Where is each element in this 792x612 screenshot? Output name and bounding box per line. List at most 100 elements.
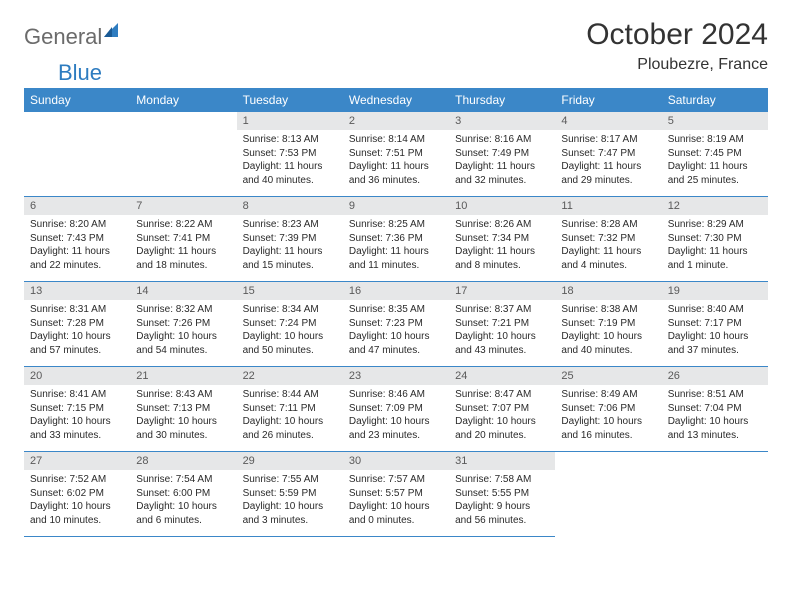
day-details: Sunrise: 7:54 AMSunset: 6:00 PMDaylight:… <box>130 470 236 531</box>
day-number: 31 <box>449 452 555 470</box>
calendar-day-cell: 7Sunrise: 8:22 AMSunset: 7:41 PMDaylight… <box>130 197 236 282</box>
calendar-table: SundayMondayTuesdayWednesdayThursdayFrid… <box>24 88 768 537</box>
day-number: 29 <box>237 452 343 470</box>
day-details: Sunrise: 8:51 AMSunset: 7:04 PMDaylight:… <box>662 385 768 446</box>
calendar-day-cell: 2Sunrise: 8:14 AMSunset: 7:51 PMDaylight… <box>343 112 449 197</box>
logo: General <box>24 24 122 50</box>
calendar-day-cell: 10Sunrise: 8:26 AMSunset: 7:34 PMDayligh… <box>449 197 555 282</box>
calendar-day-cell: 23Sunrise: 8:46 AMSunset: 7:09 PMDayligh… <box>343 367 449 452</box>
day-details: Sunrise: 8:16 AMSunset: 7:49 PMDaylight:… <box>449 130 555 191</box>
calendar-day-cell: 26Sunrise: 8:51 AMSunset: 7:04 PMDayligh… <box>662 367 768 452</box>
calendar-day-cell <box>555 452 661 537</box>
calendar-day-cell: 6Sunrise: 8:20 AMSunset: 7:43 PMDaylight… <box>24 197 130 282</box>
weekday-header: Sunday <box>24 88 130 112</box>
weekday-header: Tuesday <box>237 88 343 112</box>
day-number: 8 <box>237 197 343 215</box>
calendar-day-cell: 29Sunrise: 7:55 AMSunset: 5:59 PMDayligh… <box>237 452 343 537</box>
day-details: Sunrise: 8:37 AMSunset: 7:21 PMDaylight:… <box>449 300 555 361</box>
day-number: 3 <box>449 112 555 130</box>
calendar-week: 6Sunrise: 8:20 AMSunset: 7:43 PMDaylight… <box>24 197 768 282</box>
weekday-header: Friday <box>555 88 661 112</box>
calendar-week: 27Sunrise: 7:52 AMSunset: 6:02 PMDayligh… <box>24 452 768 537</box>
day-number: 26 <box>662 367 768 385</box>
day-details: Sunrise: 8:23 AMSunset: 7:39 PMDaylight:… <box>237 215 343 276</box>
day-details: Sunrise: 7:58 AMSunset: 5:55 PMDaylight:… <box>449 470 555 531</box>
day-details: Sunrise: 8:14 AMSunset: 7:51 PMDaylight:… <box>343 130 449 191</box>
day-number: 1 <box>237 112 343 130</box>
calendar-day-cell: 21Sunrise: 8:43 AMSunset: 7:13 PMDayligh… <box>130 367 236 452</box>
day-details: Sunrise: 8:46 AMSunset: 7:09 PMDaylight:… <box>343 385 449 446</box>
day-number: 15 <box>237 282 343 300</box>
month-title: October 2024 <box>586 18 768 52</box>
day-number: 22 <box>237 367 343 385</box>
calendar-day-cell: 14Sunrise: 8:32 AMSunset: 7:26 PMDayligh… <box>130 282 236 367</box>
calendar-day-cell: 11Sunrise: 8:28 AMSunset: 7:32 PMDayligh… <box>555 197 661 282</box>
day-number: 24 <box>449 367 555 385</box>
calendar-day-cell <box>130 112 236 197</box>
day-number: 7 <box>130 197 236 215</box>
calendar-day-cell: 4Sunrise: 8:17 AMSunset: 7:47 PMDaylight… <box>555 112 661 197</box>
day-details: Sunrise: 8:38 AMSunset: 7:19 PMDaylight:… <box>555 300 661 361</box>
calendar-page: General October 2024 Ploubezre, France B… <box>0 0 792 555</box>
day-details: Sunrise: 8:19 AMSunset: 7:45 PMDaylight:… <box>662 130 768 191</box>
calendar-day-cell: 8Sunrise: 8:23 AMSunset: 7:39 PMDaylight… <box>237 197 343 282</box>
calendar-week: 13Sunrise: 8:31 AMSunset: 7:28 PMDayligh… <box>24 282 768 367</box>
day-details: Sunrise: 8:41 AMSunset: 7:15 PMDaylight:… <box>24 385 130 446</box>
day-number: 4 <box>555 112 661 130</box>
day-number: 13 <box>24 282 130 300</box>
day-details: Sunrise: 8:13 AMSunset: 7:53 PMDaylight:… <box>237 130 343 191</box>
day-details: Sunrise: 8:20 AMSunset: 7:43 PMDaylight:… <box>24 215 130 276</box>
day-number: 12 <box>662 197 768 215</box>
day-details: Sunrise: 7:55 AMSunset: 5:59 PMDaylight:… <box>237 470 343 531</box>
day-number: 28 <box>130 452 236 470</box>
day-details: Sunrise: 8:43 AMSunset: 7:13 PMDaylight:… <box>130 385 236 446</box>
calendar-day-cell: 17Sunrise: 8:37 AMSunset: 7:21 PMDayligh… <box>449 282 555 367</box>
day-number: 11 <box>555 197 661 215</box>
day-details: Sunrise: 8:47 AMSunset: 7:07 PMDaylight:… <box>449 385 555 446</box>
day-number: 2 <box>343 112 449 130</box>
calendar-day-cell: 3Sunrise: 8:16 AMSunset: 7:49 PMDaylight… <box>449 112 555 197</box>
calendar-day-cell: 5Sunrise: 8:19 AMSunset: 7:45 PMDaylight… <box>662 112 768 197</box>
calendar-body: 1Sunrise: 8:13 AMSunset: 7:53 PMDaylight… <box>24 112 768 537</box>
logo-sail-icon <box>102 21 120 39</box>
day-number: 25 <box>555 367 661 385</box>
day-number: 20 <box>24 367 130 385</box>
day-number: 9 <box>343 197 449 215</box>
calendar-day-cell: 18Sunrise: 8:38 AMSunset: 7:19 PMDayligh… <box>555 282 661 367</box>
day-details: Sunrise: 7:57 AMSunset: 5:57 PMDaylight:… <box>343 470 449 531</box>
calendar-day-cell: 28Sunrise: 7:54 AMSunset: 6:00 PMDayligh… <box>130 452 236 537</box>
day-number: 23 <box>343 367 449 385</box>
day-details: Sunrise: 8:34 AMSunset: 7:24 PMDaylight:… <box>237 300 343 361</box>
calendar-week: 20Sunrise: 8:41 AMSunset: 7:15 PMDayligh… <box>24 367 768 452</box>
calendar-week: 1Sunrise: 8:13 AMSunset: 7:53 PMDaylight… <box>24 112 768 197</box>
day-number: 21 <box>130 367 236 385</box>
calendar-day-cell: 1Sunrise: 8:13 AMSunset: 7:53 PMDaylight… <box>237 112 343 197</box>
calendar-day-cell: 31Sunrise: 7:58 AMSunset: 5:55 PMDayligh… <box>449 452 555 537</box>
weekday-header: Thursday <box>449 88 555 112</box>
calendar-day-cell: 19Sunrise: 8:40 AMSunset: 7:17 PMDayligh… <box>662 282 768 367</box>
day-details: Sunrise: 8:26 AMSunset: 7:34 PMDaylight:… <box>449 215 555 276</box>
calendar-day-cell: 13Sunrise: 8:31 AMSunset: 7:28 PMDayligh… <box>24 282 130 367</box>
day-details: Sunrise: 8:49 AMSunset: 7:06 PMDaylight:… <box>555 385 661 446</box>
calendar-day-cell: 20Sunrise: 8:41 AMSunset: 7:15 PMDayligh… <box>24 367 130 452</box>
calendar-day-cell: 22Sunrise: 8:44 AMSunset: 7:11 PMDayligh… <box>237 367 343 452</box>
day-details: Sunrise: 8:25 AMSunset: 7:36 PMDaylight:… <box>343 215 449 276</box>
day-details: Sunrise: 8:22 AMSunset: 7:41 PMDaylight:… <box>130 215 236 276</box>
day-details: Sunrise: 7:52 AMSunset: 6:02 PMDaylight:… <box>24 470 130 531</box>
calendar-day-cell: 25Sunrise: 8:49 AMSunset: 7:06 PMDayligh… <box>555 367 661 452</box>
calendar-day-cell: 24Sunrise: 8:47 AMSunset: 7:07 PMDayligh… <box>449 367 555 452</box>
day-number: 27 <box>24 452 130 470</box>
day-number: 17 <box>449 282 555 300</box>
calendar-day-cell <box>24 112 130 197</box>
weekday-header: Wednesday <box>343 88 449 112</box>
day-number: 5 <box>662 112 768 130</box>
logo-text-blue: Blue <box>58 60 792 86</box>
logo-text-gray: General <box>24 24 102 50</box>
day-details: Sunrise: 8:40 AMSunset: 7:17 PMDaylight:… <box>662 300 768 361</box>
day-details: Sunrise: 8:35 AMSunset: 7:23 PMDaylight:… <box>343 300 449 361</box>
day-details: Sunrise: 8:32 AMSunset: 7:26 PMDaylight:… <box>130 300 236 361</box>
day-details: Sunrise: 8:29 AMSunset: 7:30 PMDaylight:… <box>662 215 768 276</box>
day-number: 14 <box>130 282 236 300</box>
weekday-header: Monday <box>130 88 236 112</box>
day-number: 6 <box>24 197 130 215</box>
